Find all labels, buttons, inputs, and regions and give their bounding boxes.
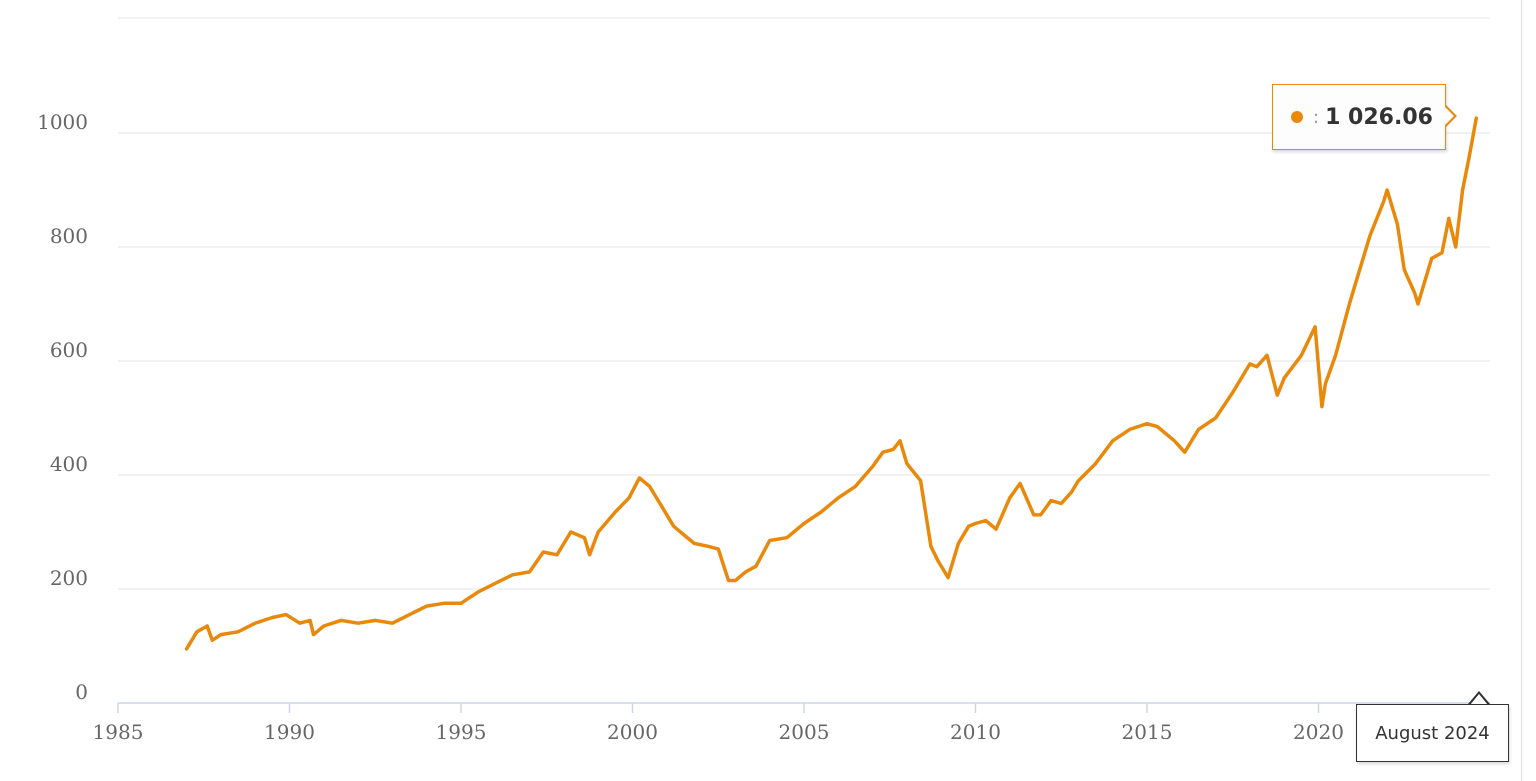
series-dot-icon [1291, 111, 1303, 123]
series-line [184, 116, 1479, 651]
x-tick-label: 2020 [1293, 720, 1344, 744]
y-tick-label: 200 [50, 566, 88, 590]
x-axis: 1985 1990 1995 2000 2005 2010 2015 2020 [93, 702, 1490, 744]
tooltip-separator: : [1313, 106, 1320, 128]
x-tick-label: 1990 [264, 720, 315, 744]
y-tick-label: 0 [75, 680, 88, 704]
x-tick-label: 2000 [607, 720, 658, 744]
x-tick-label: 2010 [950, 720, 1001, 744]
series-group [184, 116, 1479, 651]
x-tick-label: 1985 [93, 720, 144, 744]
value-tooltip: : 1 026.06 [1272, 84, 1446, 150]
y-tick-label: 600 [50, 338, 88, 362]
x-tick-label: 1995 [436, 720, 487, 744]
x-tick-label: 2015 [1122, 720, 1173, 744]
grid-lines [118, 17, 1490, 590]
right-edge-panel [1521, 0, 1536, 781]
x-tick-label: 2005 [779, 720, 830, 744]
tooltip-pointer-inner [1444, 106, 1454, 126]
crosshair-x-label: August 2024 [1356, 704, 1509, 762]
x-label-pointer-inner [1470, 694, 1488, 705]
tooltip-value: 1 026.06 [1325, 104, 1433, 130]
y-tick-label: 1000 [37, 110, 88, 134]
y-axis: 0 200 400 600 800 1000 [37, 110, 88, 704]
y-tick-label: 800 [50, 224, 88, 248]
y-tick-label: 400 [50, 452, 88, 476]
